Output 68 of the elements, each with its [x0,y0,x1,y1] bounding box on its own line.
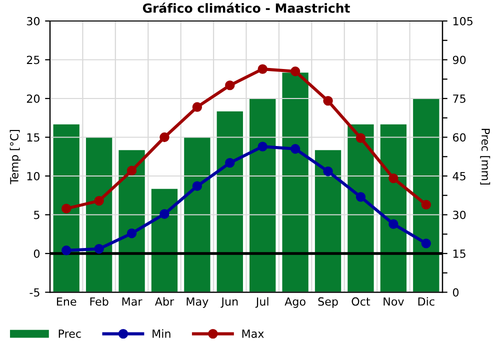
point [421,238,432,248]
point [94,196,104,206]
point [290,66,300,76]
point [61,204,72,214]
bar [184,137,210,292]
point [225,80,235,90]
point [61,246,72,256]
point [192,102,202,112]
y-tick-label: 0 [34,249,40,258]
y-tick-label: 30 [26,16,40,26]
point [356,133,366,143]
y-tick-label: 20 [26,94,40,103]
y2-tick-label: 30 [453,210,466,220]
point [323,166,333,176]
x-tick-label: Sep [318,297,338,308]
point [160,209,170,219]
bar [216,111,243,292]
bar [413,98,440,292]
y2-tick-label: 45 [452,172,466,180]
point [225,158,235,168]
x-tick-label: Dic [418,297,434,306]
x-tick-label: Mar [122,297,142,306]
point [94,244,104,254]
legend-label: Prec [58,330,81,338]
legend-label: Min [152,329,170,338]
bar [250,98,276,292]
point [290,144,300,154]
bar [314,150,342,292]
y-axis-title: Temp [°C] [10,130,21,184]
chart-title: Gráfico climático - Maastricht [142,2,350,13]
y-tick-label: 10 [27,172,40,180]
x-tick-label: Ene [56,297,76,306]
x-tick-label: Feb [90,297,108,306]
y-tick-label: 5 [34,210,40,220]
bar [53,124,80,292]
y-tick-label: 25 [26,56,40,64]
y2-tick-label: 90 [452,56,466,64]
y2-tick-label: 0 [452,288,459,297]
bar [380,124,407,292]
point [126,228,137,238]
y2-tick-label: 105 [453,16,472,26]
y2-tick-label: 60 [453,133,466,142]
x-tick-label: Jul [255,297,268,308]
point [192,181,202,191]
point [258,64,268,74]
point [388,173,398,184]
y2-tick-label: 75 [453,94,466,103]
point [323,96,333,106]
point [160,132,170,142]
point [126,166,137,176]
bar [86,137,112,292]
point [258,142,268,152]
x-tick-label: May [186,297,208,308]
bar [348,124,374,292]
x-tick-label: Abr [154,297,174,306]
bar [282,72,308,292]
legend-label: Max [242,330,264,338]
y2-axis-title: Prec [mm] [480,128,490,184]
x-tick-label: Oct [352,297,370,306]
y-tick-label: -5 [30,288,40,297]
point [421,200,432,210]
x-tick-label: Nov [384,297,404,306]
y-tick-label: 15 [27,133,40,142]
point [356,192,366,202]
x-tick-label: Jun [220,297,238,308]
y2-tick-label: 15 [453,250,466,258]
x-tick-label: Ago [284,297,306,308]
point [388,219,398,229]
